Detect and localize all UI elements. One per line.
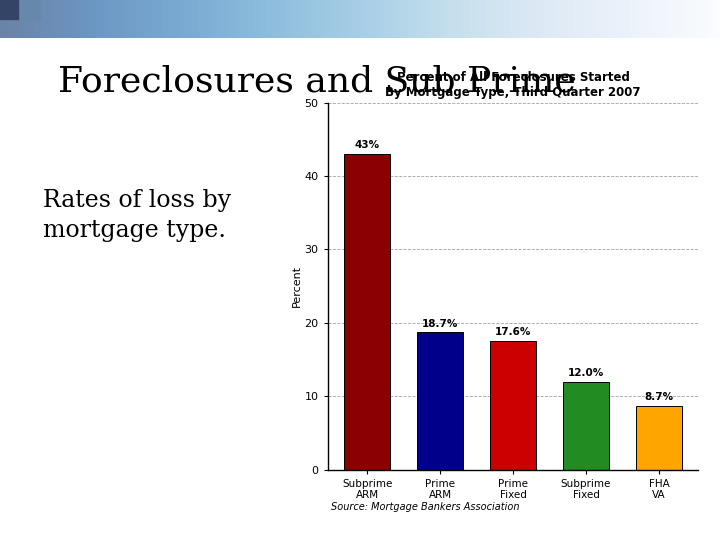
Text: Foreclosures and Sub Prime: Foreclosures and Sub Prime xyxy=(58,65,575,99)
Text: 18.7%: 18.7% xyxy=(422,319,458,329)
Text: 8.7%: 8.7% xyxy=(644,392,673,402)
Bar xyxy=(0,0,18,19)
Text: 43%: 43% xyxy=(354,140,379,150)
Bar xyxy=(344,154,390,470)
Bar xyxy=(22,0,40,19)
Text: 12.0%: 12.0% xyxy=(568,368,604,378)
Text: Source: Mortgage Bankers Association: Source: Mortgage Bankers Association xyxy=(331,502,520,512)
Bar xyxy=(418,333,463,470)
Bar xyxy=(563,382,608,470)
Text: 17.6%: 17.6% xyxy=(495,327,531,337)
Title: Percent of All Foreclosures Started
By Mortgage Type, Third Quarter 2007: Percent of All Foreclosures Started By M… xyxy=(385,71,641,99)
Bar xyxy=(636,406,682,470)
Bar xyxy=(490,341,536,470)
Text: Rates of loss by
mortgage type.: Rates of loss by mortgage type. xyxy=(43,189,231,242)
Y-axis label: Percent: Percent xyxy=(292,265,302,307)
